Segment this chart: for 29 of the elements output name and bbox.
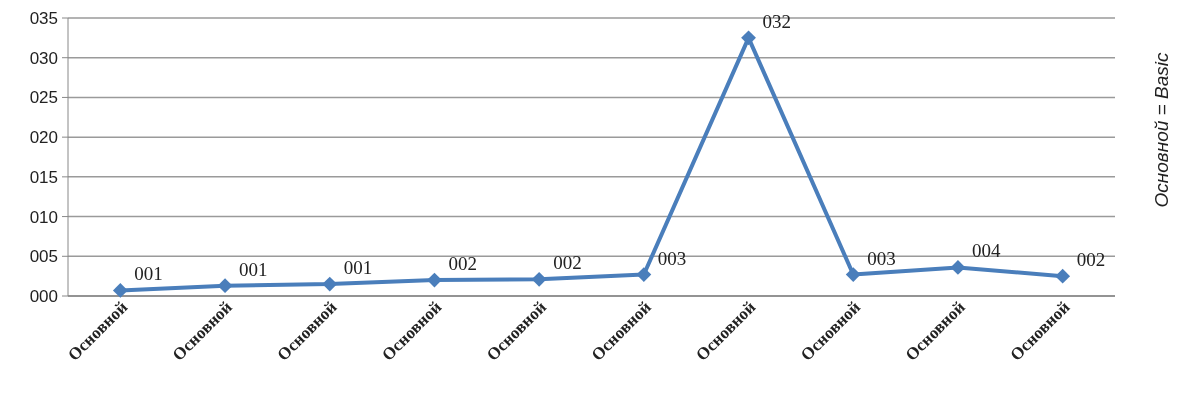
point bbox=[1055, 268, 1071, 284]
point bbox=[322, 276, 338, 292]
data-label: 002 bbox=[448, 253, 477, 275]
y-tick-label: 025 bbox=[29, 88, 58, 108]
point bbox=[217, 278, 233, 294]
data-label: 004 bbox=[971, 240, 1001, 262]
y-tick-label: 030 bbox=[29, 48, 58, 68]
y-tick-label: 010 bbox=[29, 207, 58, 227]
data-label: 002 bbox=[553, 252, 582, 274]
y-tick-label: 020 bbox=[29, 128, 58, 148]
text: Основной = Basic bbox=[1151, 52, 1172, 208]
point bbox=[427, 272, 442, 288]
point bbox=[950, 259, 966, 275]
point bbox=[531, 271, 547, 287]
data-label: 003 bbox=[867, 247, 896, 269]
y-tick-label: 000 bbox=[29, 286, 58, 306]
data-label: 001 bbox=[134, 263, 163, 285]
point bbox=[636, 267, 652, 282]
data-label: 032 bbox=[762, 10, 792, 32]
y-tick-label: 005 bbox=[29, 247, 58, 267]
data-label: 001 bbox=[343, 257, 373, 279]
y-tick-label: 035 bbox=[29, 8, 58, 28]
data-label: 001 bbox=[239, 258, 268, 280]
point bbox=[845, 267, 861, 282]
point bbox=[112, 283, 128, 298]
point bbox=[741, 30, 756, 46]
y-tick-label: 015 bbox=[29, 167, 58, 187]
data-label: 003 bbox=[657, 247, 687, 269]
data-label: 002 bbox=[1076, 249, 1106, 271]
